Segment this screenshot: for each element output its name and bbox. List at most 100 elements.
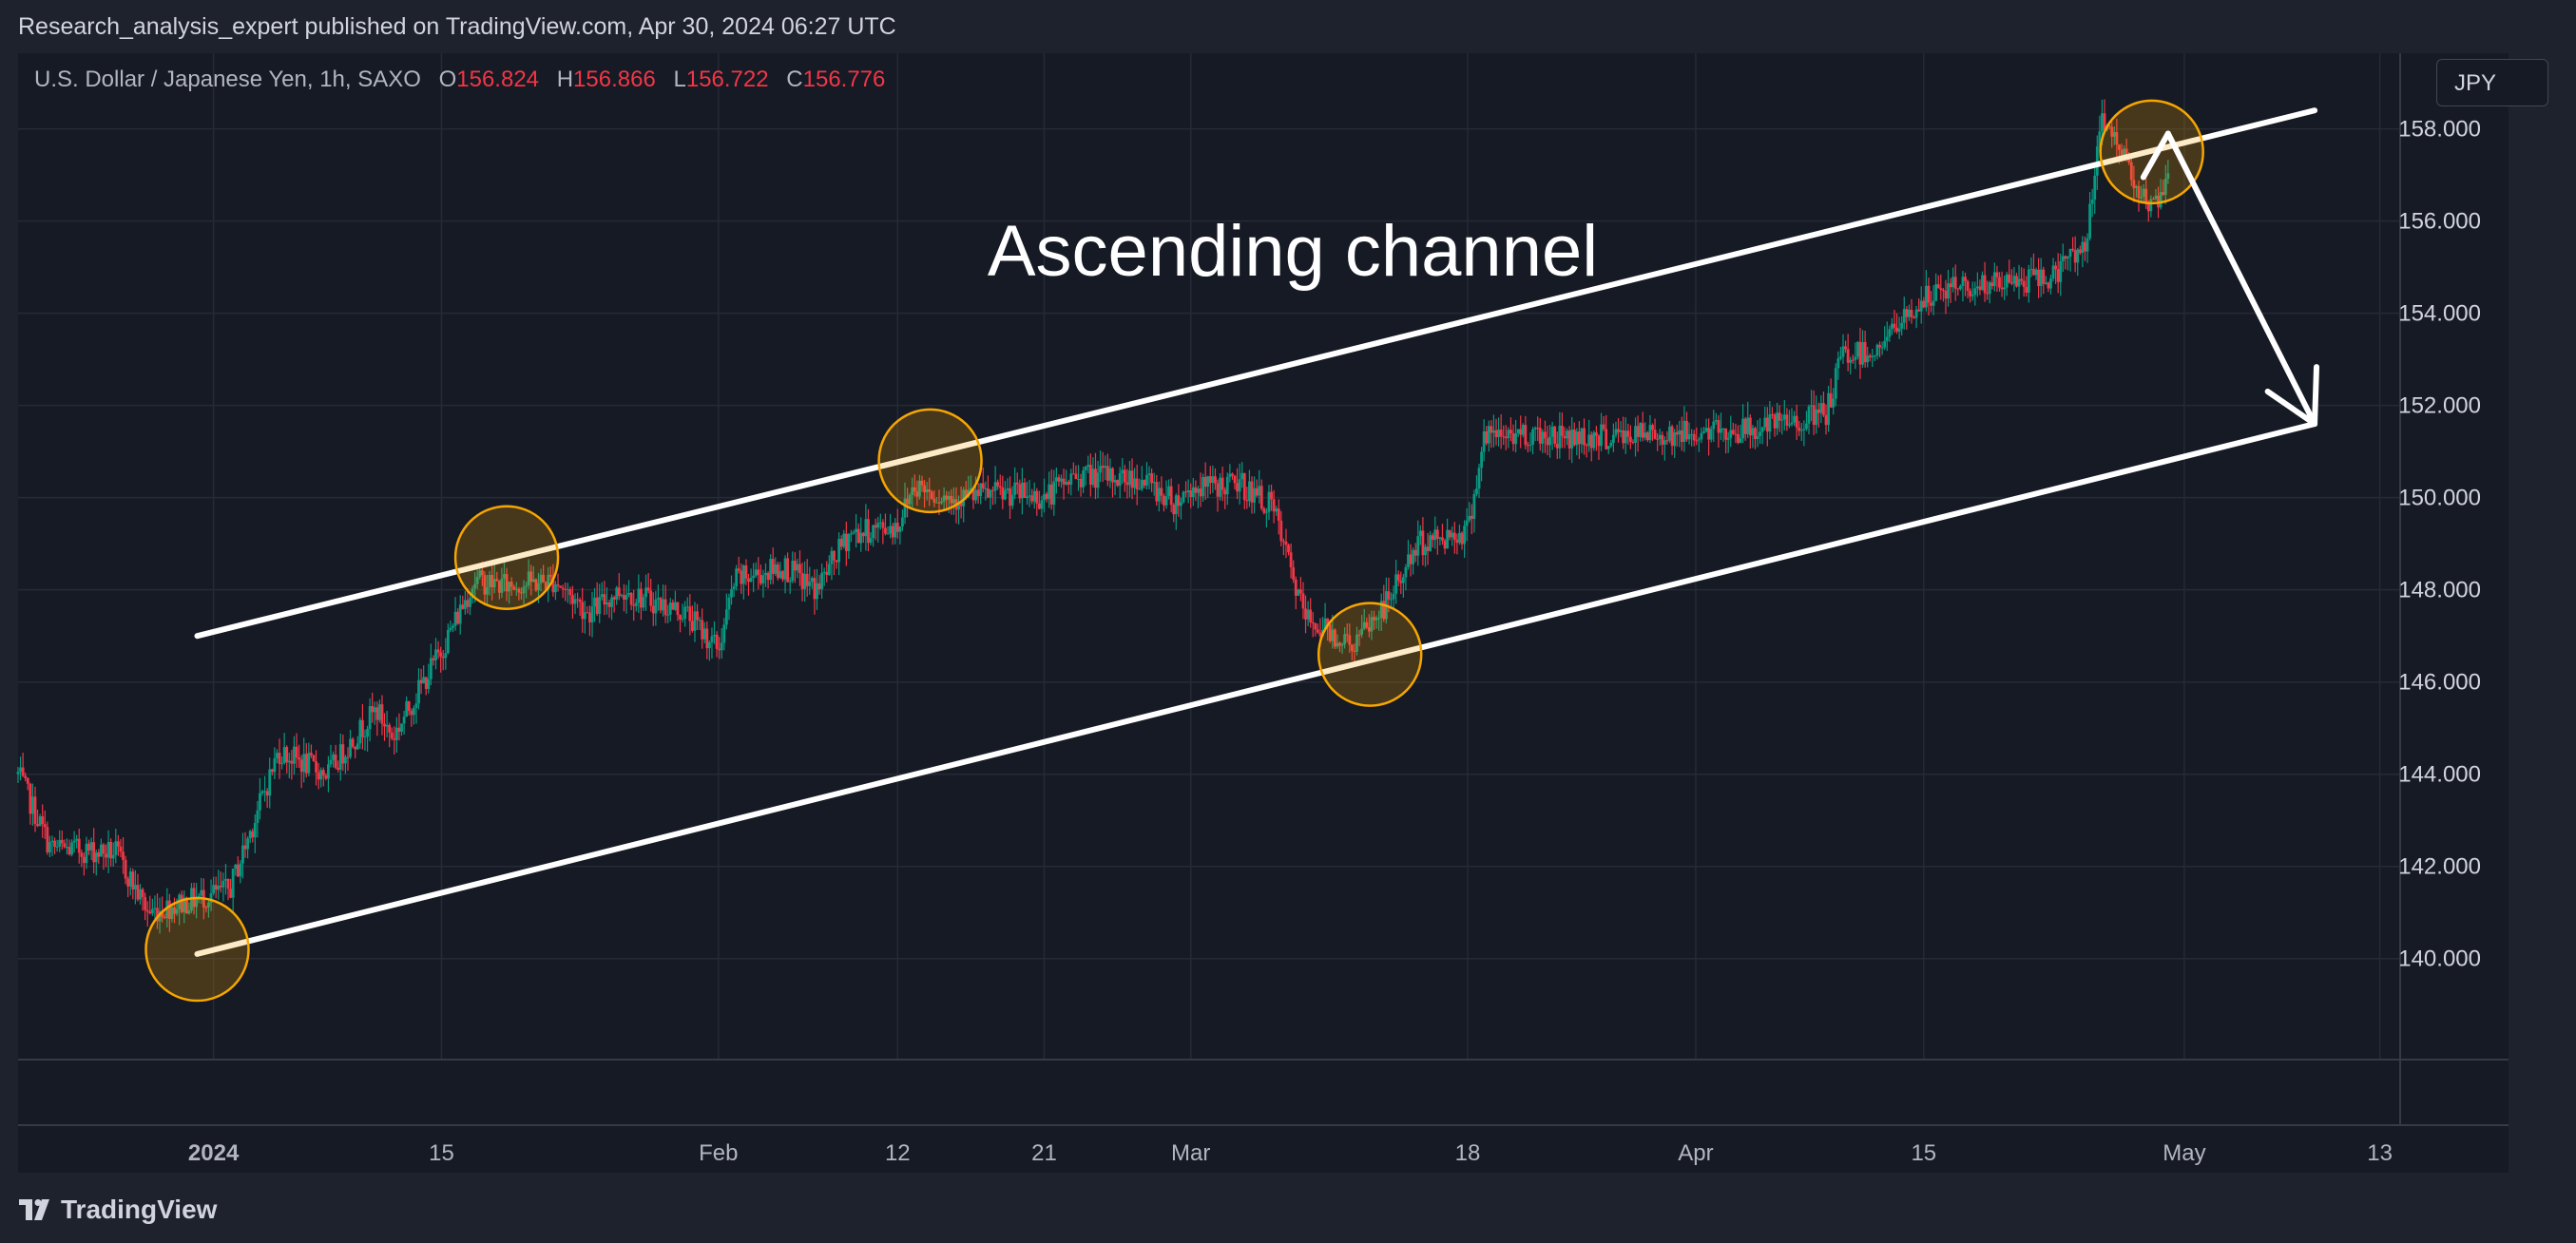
candle-body: [1817, 409, 1820, 413]
candle-body: [1169, 486, 1173, 506]
candle-body: [1773, 414, 1777, 429]
low-value: 156.722: [685, 67, 769, 92]
candle-body: [1416, 536, 1420, 556]
candle-body: [561, 587, 565, 589]
candle-body: [666, 614, 670, 616]
candle-body: [1851, 359, 1855, 361]
candle-body: [29, 783, 32, 814]
candle-body: [701, 620, 704, 640]
candle-body: [1301, 593, 1305, 609]
candle-body: [1763, 417, 1767, 428]
candle-body: [1756, 435, 1759, 439]
candle-body: [2008, 274, 2011, 283]
candle-body: [217, 886, 221, 890]
candle-body: [1429, 535, 1432, 551]
candle-body: [1956, 288, 1960, 290]
candle-body: [170, 907, 174, 919]
candle-body: [207, 902, 210, 908]
tradingview-brand[interactable]: TradingView: [19, 1194, 217, 1226]
candle-body: [1511, 432, 1515, 445]
candle-body: [974, 489, 977, 501]
candle-body: [458, 604, 462, 624]
candle-body: [119, 846, 123, 852]
candle-body: [2042, 269, 2046, 284]
candle-body: [2163, 178, 2167, 195]
candle-body: [696, 611, 699, 621]
candle-body: [241, 845, 244, 864]
candle-body: [935, 502, 938, 504]
candle-body: [92, 842, 96, 863]
candle-body: [1377, 618, 1381, 620]
candle-body: [1167, 486, 1170, 497]
y-axis[interactable]: 140.000 142.000 144.000 146.000 148.000 150.0…: [2398, 117, 2481, 972]
candle-body: [903, 498, 907, 518]
candle-body: [1834, 368, 1837, 399]
candle-body: [145, 909, 149, 912]
candle-body: [1805, 423, 1808, 430]
candle-body: [114, 841, 118, 855]
candle-body: [1785, 414, 1789, 426]
candle-body: [33, 796, 37, 825]
candle-body: [979, 483, 983, 497]
candle-body: [483, 575, 487, 595]
candle-body: [1695, 440, 1699, 442]
candle-body: [1101, 466, 1105, 469]
candle-body: [2140, 196, 2143, 199]
touch-point-circle: [877, 408, 983, 514]
candle-body: [1645, 432, 1649, 441]
candle-body: [1006, 488, 1009, 490]
candle-body: [1088, 465, 1092, 486]
candle-body: [1839, 356, 1842, 359]
candle-body: [1936, 284, 1940, 289]
candle-body: [1550, 426, 1554, 437]
candle-body: [1455, 539, 1459, 544]
candle-body: [310, 753, 313, 755]
candle-body: [1519, 429, 1523, 435]
chart-frame[interactable]: [18, 53, 2509, 1173]
candle-body: [869, 538, 873, 544]
candle-body: [796, 564, 799, 571]
symbol-name: U.S. Dollar / Japanese Yen, 1h, SAXO: [34, 67, 421, 92]
candle-body: [161, 910, 164, 918]
candle-body: [798, 564, 801, 573]
candle-body: [1934, 284, 1938, 301]
candle-body: [1292, 567, 1296, 580]
candle-body: [1206, 476, 1210, 488]
candle-body: [1314, 622, 1317, 630]
candle-body: [1748, 417, 1752, 436]
candle-body: [1782, 414, 1786, 420]
currency-button[interactable]: JPY: [2436, 59, 2548, 106]
candle-body: [1609, 442, 1613, 447]
candle-body: [31, 796, 34, 814]
candle-body: [1338, 642, 1341, 646]
candle-body: [1113, 480, 1117, 483]
candle-body: [817, 583, 821, 590]
candle-body: [1259, 486, 1263, 509]
candle-body: [361, 719, 364, 737]
candle-body: [1490, 426, 1493, 433]
candle-body: [2162, 192, 2165, 195]
candle-body: [1704, 428, 1708, 432]
candle-body: [937, 502, 941, 504]
candle-body: [2005, 274, 2009, 288]
symbol-legend[interactable]: U.S. Dollar / Japanese Yen, 1h, SAXO O15…: [34, 67, 885, 93]
candle-body: [19, 767, 22, 773]
candle-body: [1919, 300, 1923, 312]
candle-body: [263, 791, 266, 793]
candle-body: [2059, 260, 2063, 282]
candle-body: [214, 885, 218, 890]
candle-body: [383, 723, 386, 727]
candle-body: [2127, 156, 2131, 163]
candle-body: [1871, 355, 1874, 357]
candle-body: [612, 597, 616, 600]
candle-body: [688, 606, 692, 622]
candle-body: [1771, 413, 1774, 415]
candle-body: [97, 852, 101, 857]
candle-body: [461, 604, 465, 609]
candle-body: [341, 744, 345, 764]
candle-body: [1116, 480, 1120, 487]
candle-body: [573, 599, 577, 604]
candle-body: [1086, 465, 1090, 468]
x-axis[interactable]: 2024 15 Feb 12 21 Mar 18 Apr 15 May 13: [188, 1140, 2393, 1166]
